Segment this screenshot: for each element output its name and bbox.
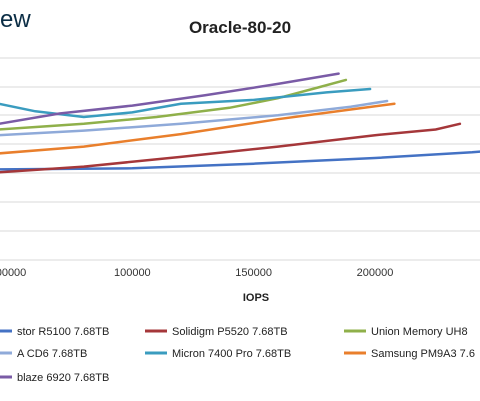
x-tick-label: 00000 <box>0 267 26 279</box>
legend-label: Micron 7400 Pro 7.68TB <box>172 348 291 360</box>
brand-logo-fragment: ew <box>0 6 31 33</box>
x-axis-label: IOPS <box>243 292 269 304</box>
legend-label: Union Memory UH8 <box>371 326 468 338</box>
legend-label: A CD6 7.68TB <box>17 348 87 360</box>
series-line <box>0 102 396 155</box>
x-tick-label: 200000 <box>357 267 394 279</box>
series-line <box>0 87 372 119</box>
x-tick-label: 150000 <box>235 267 272 279</box>
legend-label: Solidigm P5520 7.68TB <box>172 326 288 338</box>
series-line <box>0 99 389 137</box>
legend-label: blaze 6920 7.68TB <box>17 372 109 384</box>
x-tick-label: 100000 <box>114 267 151 279</box>
legend-label: Samsung PM9A3 7.6 <box>371 348 475 360</box>
chart-series-group <box>0 72 480 174</box>
x-axis-ticks: 00000 100000 150000 200000 <box>0 267 393 279</box>
chart-legend: stor R5100 7.68TB Solidigm P5520 7.68TB Un… <box>0 326 475 384</box>
series-line <box>0 72 340 125</box>
series-line <box>0 150 480 171</box>
series-line <box>0 78 348 131</box>
series-line <box>0 122 462 174</box>
chart-grid <box>0 57 480 261</box>
legend-label: stor R5100 7.68TB <box>17 326 109 338</box>
chart-title: Oracle-80-20 <box>189 18 291 37</box>
